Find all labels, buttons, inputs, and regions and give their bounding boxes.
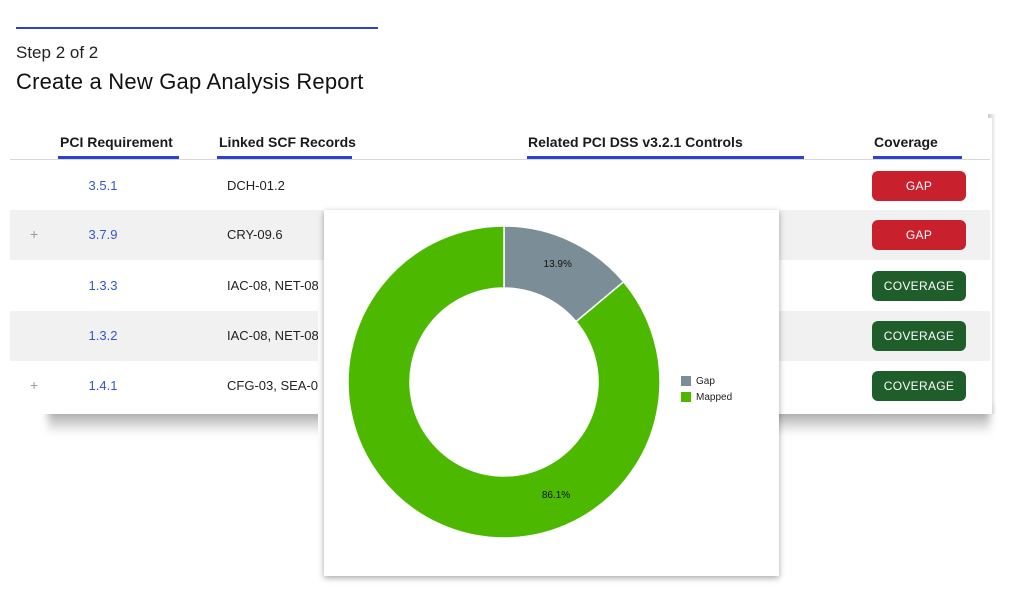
column-header-coverage[interactable]: Coverage — [874, 134, 938, 150]
header-divider — [10, 159, 990, 160]
coverage-badge[interactable]: COVERAGE — [872, 371, 966, 401]
column-underline — [58, 156, 179, 159]
requirement-link[interactable]: 1.3.3 — [88, 278, 118, 293]
legend-swatch — [681, 376, 691, 386]
legend-label: Gap — [696, 375, 715, 387]
table-row: 3.5.1 DCH-01.2 GAP — [10, 161, 990, 211]
legend-item-gap[interactable]: Gap — [681, 373, 732, 389]
table-row: + 1.4.1 CFG-03, SEA-03 COVERAGE — [10, 361, 990, 411]
requirement-link[interactable]: 3.7.9 — [88, 227, 118, 242]
donut-slice-mapped[interactable] — [347, 225, 661, 539]
legend-label: Mapped — [696, 391, 733, 403]
coverage-badge[interactable]: COVERAGE — [872, 271, 966, 301]
legend-swatch — [681, 392, 691, 402]
requirement-link[interactable]: 1.4.1 — [88, 378, 118, 393]
column-underline — [873, 156, 962, 159]
slice-label-mapped: 86.1% — [542, 490, 570, 501]
step-progress-bar — [16, 27, 378, 29]
scf-records: IAC-08, NET-08. — [227, 278, 323, 293]
table-edge-shadow — [988, 114, 996, 414]
legend-item-mapped[interactable]: Mapped — [681, 389, 732, 405]
table-row: 1.3.3 IAC-08, NET-08. COVERAGE — [10, 261, 990, 311]
scf-records: DCH-01.2 — [227, 178, 285, 193]
scf-records: CFG-03, SEA-03 — [227, 378, 326, 393]
donut-chart-svg: 13.9% 86.1% — [347, 225, 661, 539]
coverage-badge[interactable]: GAP — [872, 220, 966, 250]
column-underline — [527, 156, 804, 159]
requirement-link[interactable]: 3.5.1 — [88, 178, 118, 193]
column-header-pci-requirement[interactable]: PCI Requirement — [60, 134, 173, 150]
requirement-link[interactable]: 1.3.2 — [88, 328, 118, 343]
column-header-related-controls[interactable]: Related PCI DSS v3.2.1 Controls — [528, 134, 743, 150]
chart-legend: Gap Mapped — [681, 373, 732, 405]
scf-records: CRY-09.6 — [227, 227, 283, 242]
slice-label-gap: 13.9% — [544, 259, 572, 270]
coverage-badge[interactable]: COVERAGE — [872, 321, 966, 351]
expand-icon[interactable]: + — [30, 226, 39, 242]
scf-records: IAC-08, NET-08. — [227, 328, 323, 343]
chart-card-edge — [318, 262, 326, 566]
page-title: Create a New Gap Analysis Report — [16, 69, 364, 94]
expand-icon[interactable]: + — [30, 377, 39, 393]
column-underline — [217, 156, 352, 159]
coverage-badge[interactable]: GAP — [872, 171, 966, 201]
column-header-linked-scf-records[interactable]: Linked SCF Records — [219, 134, 356, 150]
coverage-donut-chart: 13.9% 86.1% Gap Mapped — [324, 210, 779, 576]
step-indicator: Step 2 of 2 — [16, 43, 99, 62]
